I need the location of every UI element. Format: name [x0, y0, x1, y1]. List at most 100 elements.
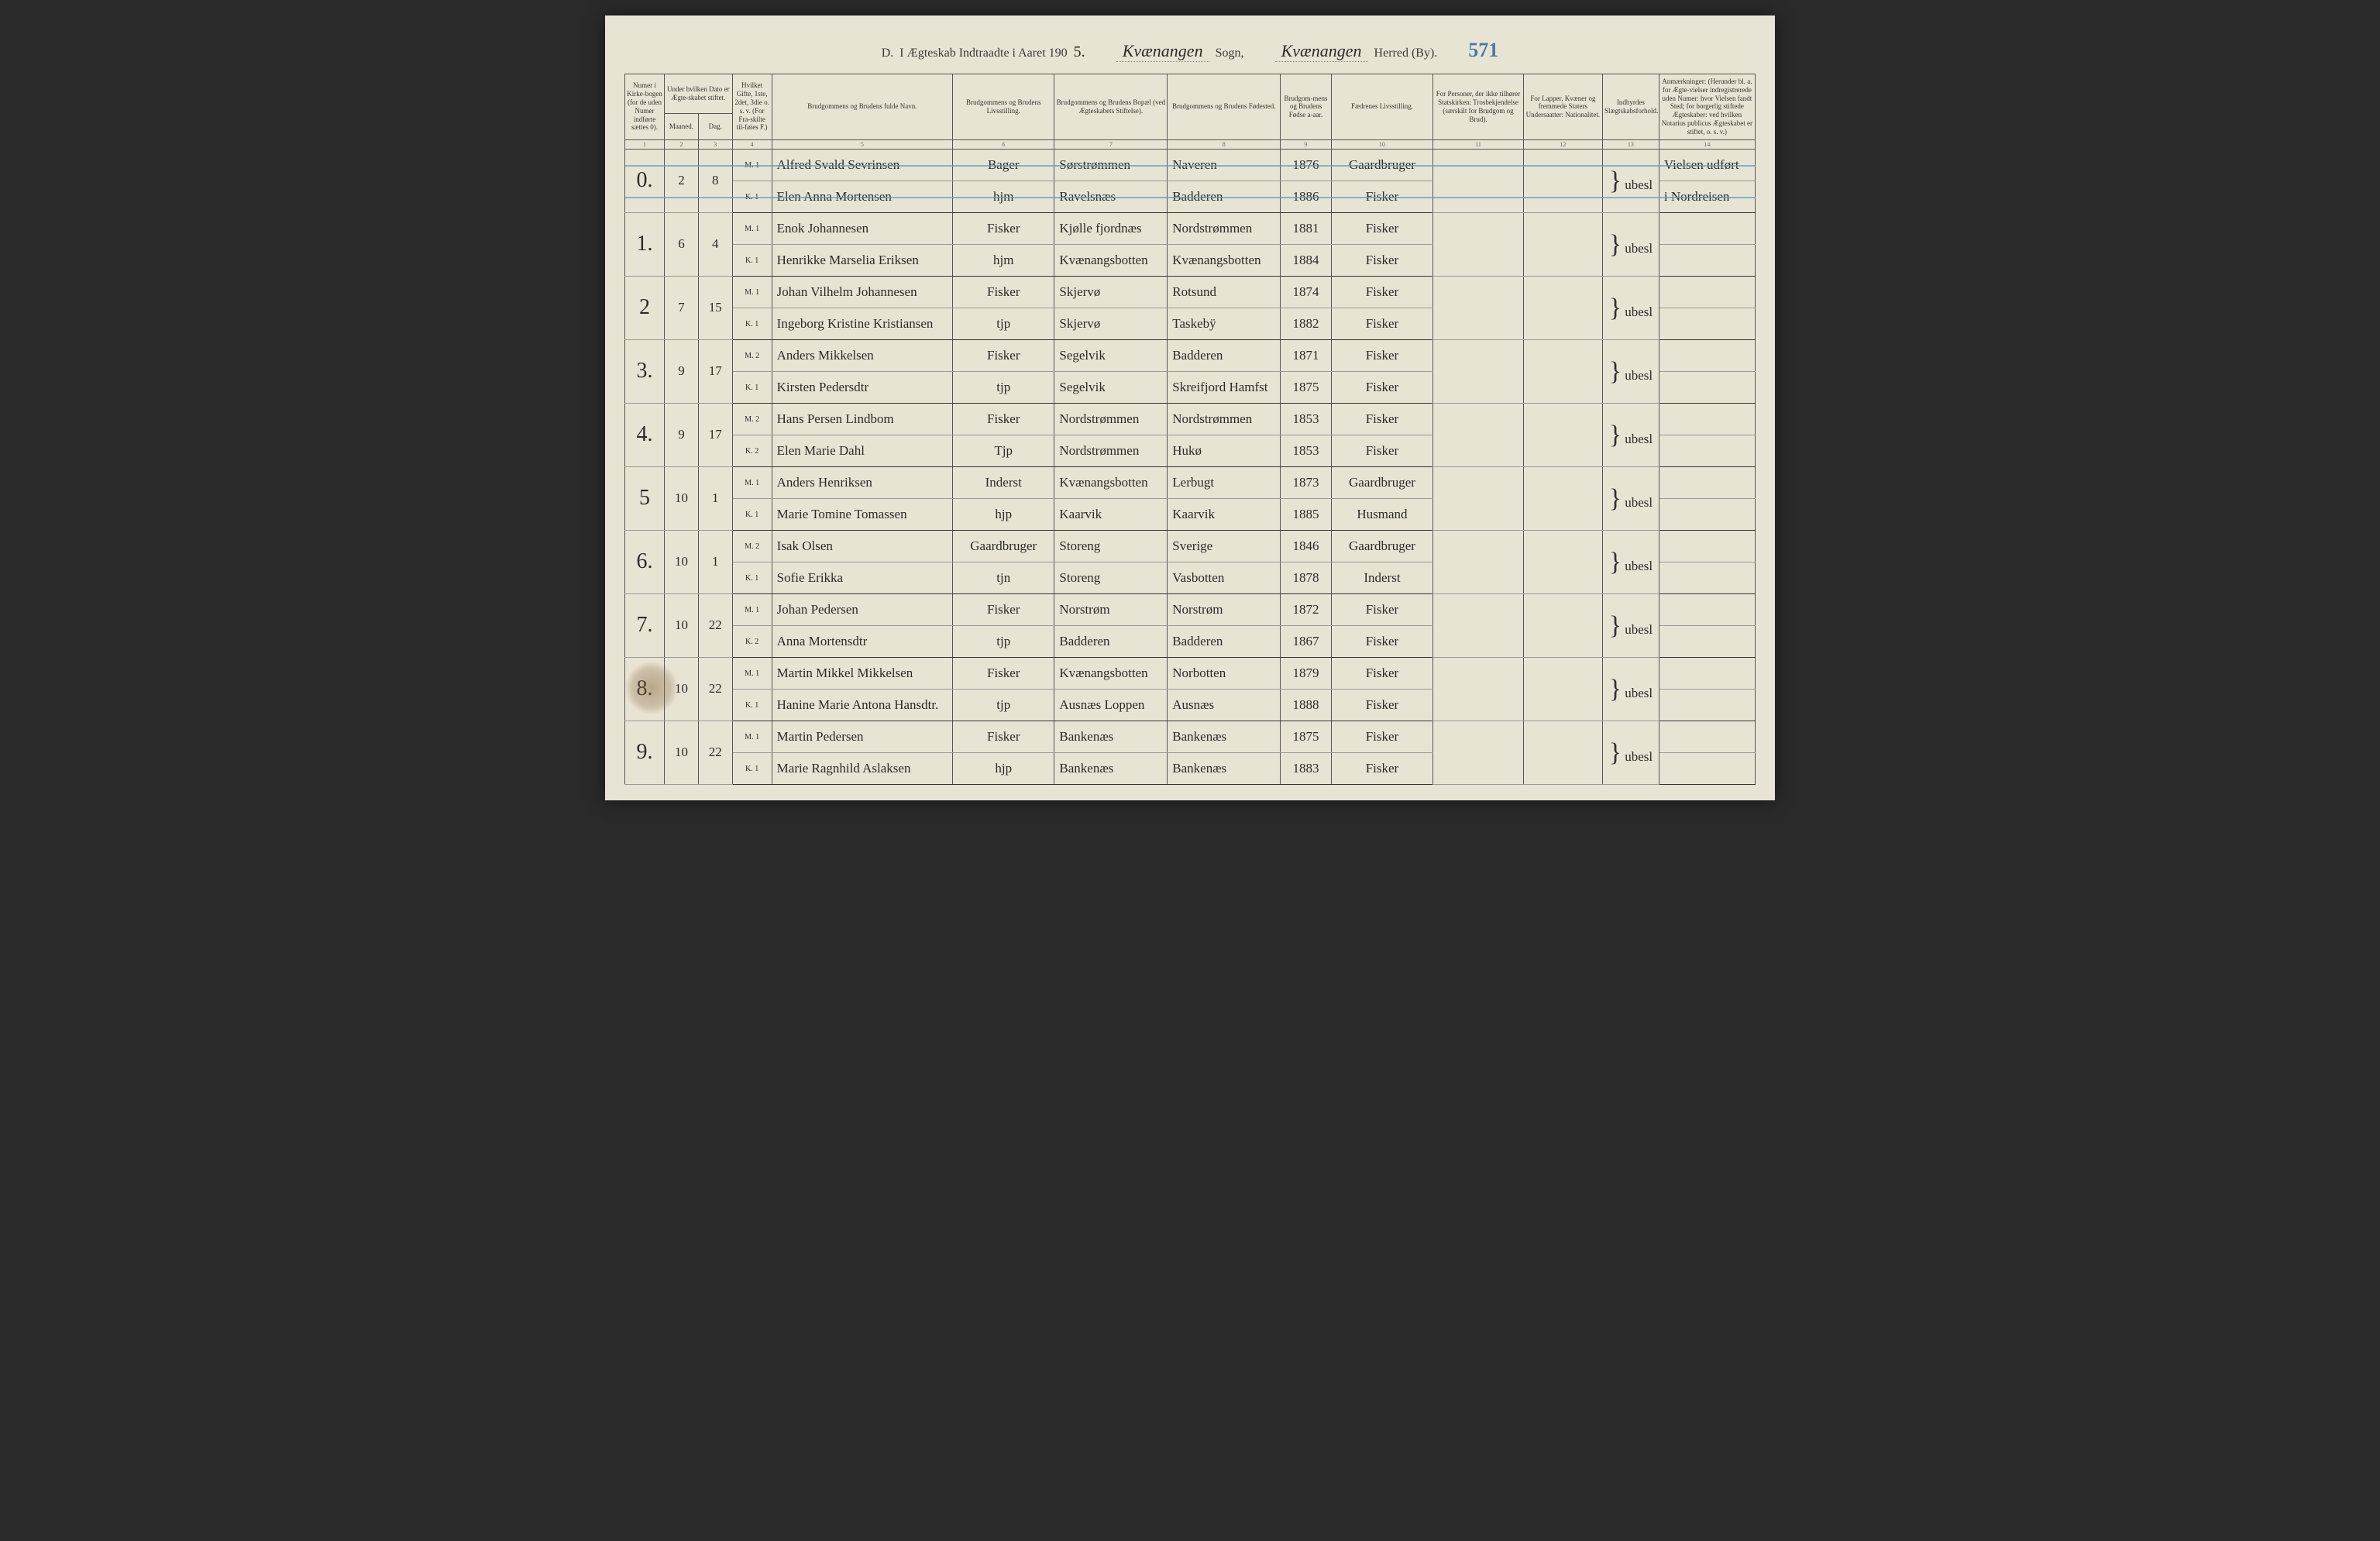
- table-row-groom: 0.28M. 1Alfred Svald SevrinsenBagerSørst…: [625, 150, 1756, 181]
- birthplace: Nordstrømmen: [1168, 404, 1281, 435]
- remarks: Vielsen udført: [1659, 150, 1755, 181]
- table-row-groom: 3.917M. 2Anders MikkelsenFiskerSegelvikB…: [625, 340, 1756, 372]
- col-subheader: Dag.: [698, 114, 732, 139]
- remarks: [1659, 499, 1755, 531]
- full-name: Marie Ragnhild Aslaksen: [772, 753, 952, 785]
- page-header: D. I Ægteskab Indtraadte i Aaret 1905. K…: [624, 39, 1756, 62]
- residence: Kaarvik: [1054, 499, 1168, 531]
- col-num: 6: [953, 139, 1054, 150]
- birth-year: 1853: [1281, 404, 1332, 435]
- nationality: [1523, 150, 1602, 213]
- confession: [1433, 467, 1524, 531]
- birth-year: 1846: [1281, 531, 1332, 562]
- birthplace: Bankenæs: [1168, 721, 1281, 753]
- birthplace: Hukø: [1168, 435, 1281, 467]
- birthplace: Skreifjord Hamfst: [1168, 372, 1281, 404]
- full-name: Sofie Erikka: [772, 562, 952, 594]
- remarks: [1659, 753, 1755, 785]
- remarks: [1659, 562, 1755, 594]
- residence: Kvænangsbotten: [1054, 245, 1168, 277]
- residence: Nordstrømmen: [1054, 404, 1168, 435]
- table-row-groom: 4.917M. 2Hans Persen LindbomFiskerNordst…: [625, 404, 1756, 435]
- birth-year: 1875: [1281, 372, 1332, 404]
- entry-number: 2: [625, 277, 665, 340]
- col-header: Hvilket Gifte, 1ste, 2det, 3die o. s. v.…: [732, 74, 772, 140]
- kinship: } ubesl: [1602, 213, 1659, 277]
- residence: Ravelsnæs: [1054, 181, 1168, 213]
- residence: Storeng: [1054, 562, 1168, 594]
- month: 10: [665, 721, 699, 785]
- confession: [1433, 531, 1524, 594]
- marriage-order: M. 2: [732, 531, 772, 562]
- birthplace: Lerbugt: [1168, 467, 1281, 499]
- col-num: 14: [1659, 139, 1755, 150]
- kinship: } ubesl: [1602, 658, 1659, 721]
- nationality: [1523, 531, 1602, 594]
- full-name: Ingeborg Kristine Kristiansen: [772, 308, 952, 340]
- kinship: } ubesl: [1602, 467, 1659, 531]
- remarks: [1659, 435, 1755, 467]
- table-row-groom: 8.1022M. 1Martin Mikkel MikkelsenFiskerK…: [625, 658, 1756, 690]
- father-occupation: Fisker: [1331, 658, 1432, 690]
- day: 1: [698, 467, 732, 531]
- residence: Storeng: [1054, 531, 1168, 562]
- birth-year: 1867: [1281, 626, 1332, 658]
- father-occupation: Fisker: [1331, 626, 1432, 658]
- remarks: [1659, 658, 1755, 690]
- col-header: Fædrenes Livsstilling.: [1331, 74, 1432, 140]
- birthplace: Ausnæs: [1168, 690, 1281, 721]
- col-num: 2: [665, 139, 699, 150]
- day: 22: [698, 658, 732, 721]
- nationality: [1523, 213, 1602, 277]
- table-row-groom: 5101M. 1Anders HenriksenInderstKvænangsb…: [625, 467, 1756, 499]
- kinship: } ubesl: [1602, 404, 1659, 467]
- birth-year: 1871: [1281, 340, 1332, 372]
- birthplace: Vasbotten: [1168, 562, 1281, 594]
- birth-year: 1874: [1281, 277, 1332, 308]
- day: 15: [698, 277, 732, 340]
- col-subheader: Maaned.: [665, 114, 699, 139]
- col-header: Numer i Kirke-bogen (for de uden Numer i…: [625, 74, 665, 140]
- col-header: Brudgommens og Brudens fulde Navn.: [772, 74, 952, 140]
- father-occupation: Fisker: [1331, 181, 1432, 213]
- occupation: Fisker: [953, 404, 1054, 435]
- remarks: [1659, 467, 1755, 499]
- marriage-order: K. 1: [732, 499, 772, 531]
- confession: [1433, 150, 1524, 213]
- entry-number: 7.: [625, 594, 665, 658]
- entry-number: 1.: [625, 213, 665, 277]
- col-num: 9: [1281, 139, 1332, 150]
- birth-year: 1882: [1281, 308, 1332, 340]
- father-occupation: Husmand: [1331, 499, 1432, 531]
- residence: Skjervø: [1054, 308, 1168, 340]
- month: 7: [665, 277, 699, 340]
- remarks: [1659, 594, 1755, 626]
- col-num: 3: [698, 139, 732, 150]
- remarks: [1659, 308, 1755, 340]
- entry-number: 5: [625, 467, 665, 531]
- full-name: Johan Pedersen: [772, 594, 952, 626]
- column-numbers-row: 1 2 3 4 5 6 7 8 9 10 11 12 13 14: [625, 139, 1756, 150]
- full-name: Anders Mikkelsen: [772, 340, 952, 372]
- table-header: Numer i Kirke-bogen (for de uden Numer i…: [625, 74, 1756, 150]
- full-name: Martin Pedersen: [772, 721, 952, 753]
- marriage-order: K. 1: [732, 245, 772, 277]
- col-num: 13: [1602, 139, 1659, 150]
- birth-year: 1875: [1281, 721, 1332, 753]
- marriage-order: K. 1: [732, 753, 772, 785]
- col-num: 8: [1168, 139, 1281, 150]
- remarks: [1659, 404, 1755, 435]
- remarks: [1659, 626, 1755, 658]
- month: 9: [665, 404, 699, 467]
- month: 2: [665, 150, 699, 213]
- father-occupation: Gaardbruger: [1331, 531, 1432, 562]
- occupation: tjp: [953, 626, 1054, 658]
- father-occupation: Fisker: [1331, 213, 1432, 245]
- full-name: Elen Marie Dahl: [772, 435, 952, 467]
- residence: Kvænangsbotten: [1054, 658, 1168, 690]
- col-header: For Lapper, Kvæner og fremmede Staters U…: [1523, 74, 1602, 140]
- birth-year: 1886: [1281, 181, 1332, 213]
- occupation: hjm: [953, 245, 1054, 277]
- col-num: 12: [1523, 139, 1602, 150]
- table-row-groom: 6.101M. 2Isak OlsenGaardbrugerStorengSve…: [625, 531, 1756, 562]
